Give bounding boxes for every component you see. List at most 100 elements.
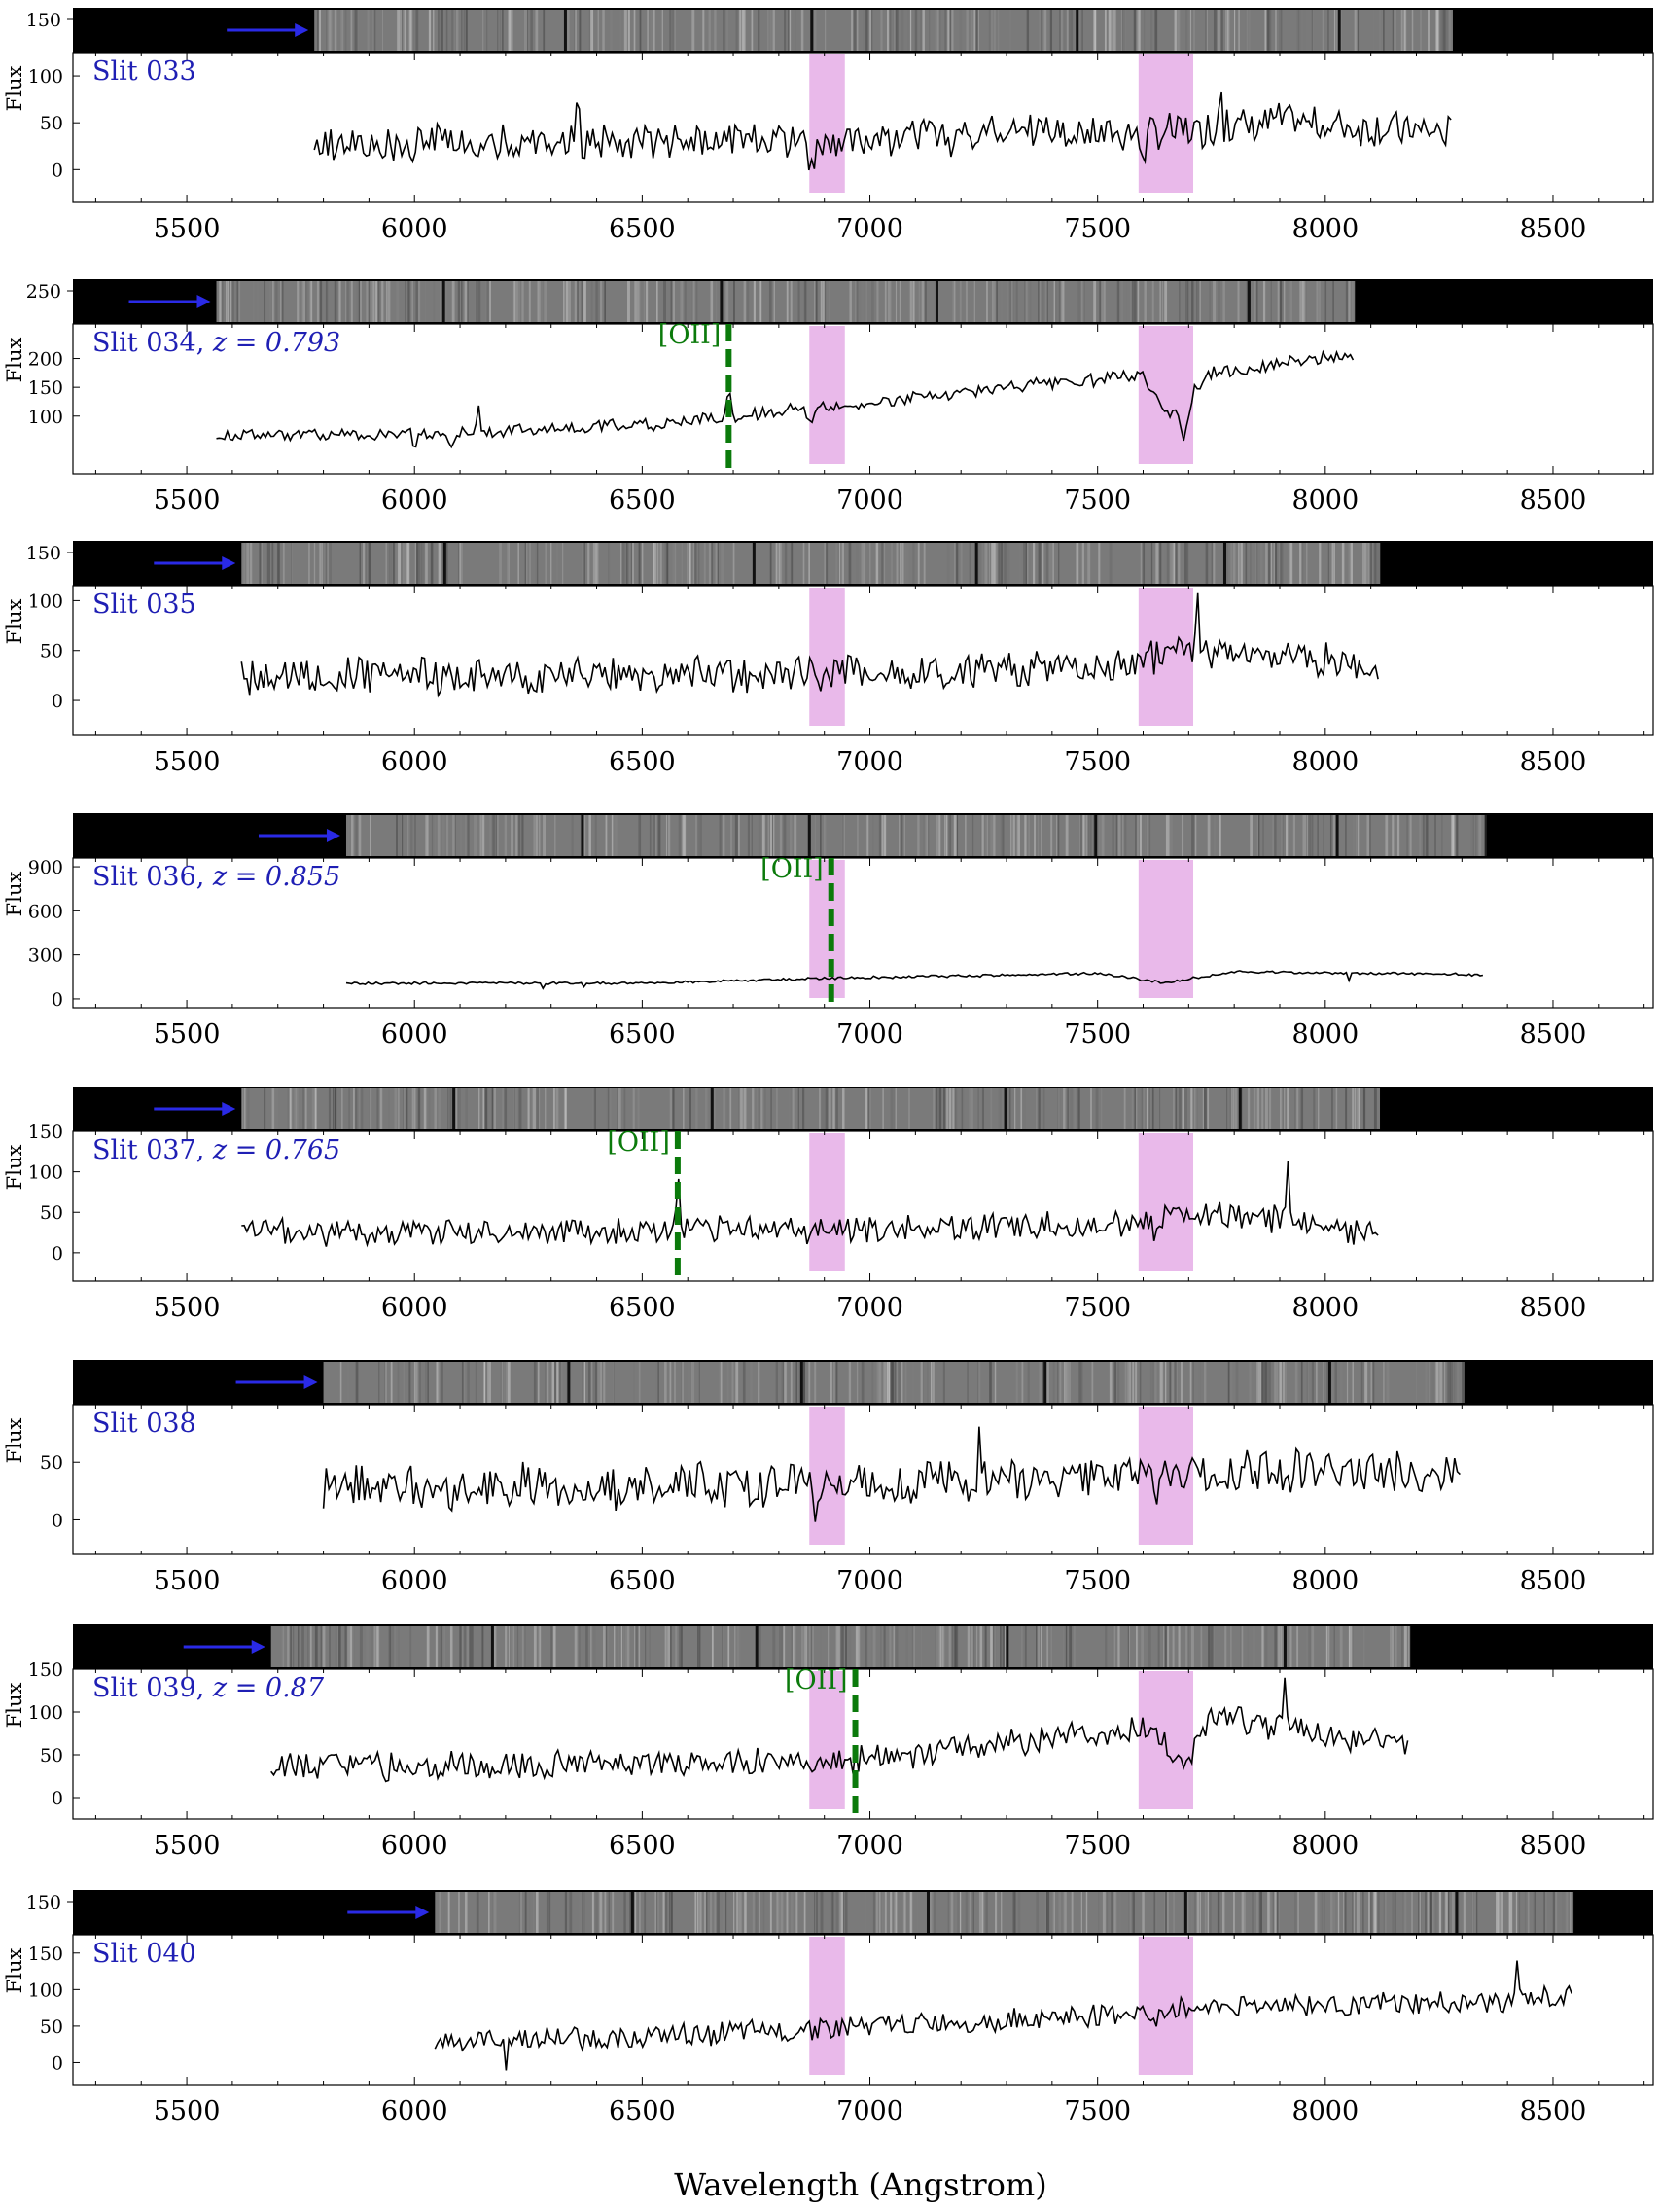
strip-texture — [1257, 1362, 1260, 1403]
strip-texture — [790, 1362, 793, 1403]
strip-texture — [789, 815, 793, 856]
strip-texture — [535, 815, 539, 856]
strip-texture — [593, 1088, 596, 1129]
strip-texture — [1288, 543, 1291, 584]
strip-texture — [826, 1088, 828, 1129]
strip-texture — [1254, 543, 1257, 584]
strip-texture — [1199, 1892, 1201, 1933]
strip-texture — [1282, 1088, 1286, 1129]
slit-label-text: Slit 037, — [92, 1135, 213, 1165]
strip-texture — [861, 1362, 865, 1403]
strip-texture — [1081, 281, 1083, 322]
ytick-label: 100 — [28, 66, 63, 88]
strip-texture — [1164, 1626, 1168, 1667]
xtick-label: 7000 — [836, 2096, 903, 2126]
strip-texture — [781, 1626, 784, 1667]
strip-texture — [522, 1626, 524, 1667]
strip-texture — [353, 1088, 356, 1129]
strip-texture — [696, 1892, 699, 1933]
strip-texture — [669, 1088, 673, 1129]
xtick-label: 8000 — [1291, 1566, 1359, 1596]
strip-texture — [1049, 10, 1053, 51]
strip-texture — [404, 543, 406, 584]
strip-texture — [624, 10, 628, 51]
strip-texture — [1235, 1362, 1239, 1403]
strip-texture — [1280, 543, 1282, 584]
strip-defect — [1183, 1892, 1187, 1933]
strip-texture — [1250, 543, 1252, 584]
strip-texture — [644, 1892, 647, 1933]
strip-texture — [368, 281, 371, 322]
strip-texture — [886, 1362, 888, 1403]
strip-texture — [933, 1088, 936, 1129]
strip-texture — [611, 815, 614, 856]
strip-texture — [1064, 1892, 1067, 1933]
strip-texture — [388, 1088, 390, 1129]
strip-texture — [592, 543, 595, 584]
strip-texture — [1101, 815, 1105, 856]
strip-texture — [841, 543, 844, 584]
strip-texture — [530, 10, 533, 51]
strip-texture — [1562, 1892, 1565, 1933]
strip-texture — [584, 815, 588, 856]
strip-texture — [762, 1892, 765, 1933]
xtick-label: 6500 — [609, 2096, 676, 2126]
strip-texture — [493, 1626, 495, 1667]
strip-texture — [377, 281, 380, 322]
strip-texture — [1498, 1892, 1501, 1933]
strip-texture — [1182, 1088, 1184, 1129]
strip-texture — [316, 10, 320, 51]
strip-texture — [869, 10, 873, 51]
strip-texture — [533, 1626, 537, 1667]
strip-texture — [276, 543, 280, 584]
strip-texture — [1369, 815, 1371, 856]
strip-texture — [1294, 1088, 1296, 1129]
strip-texture — [1042, 1362, 1045, 1403]
strip-texture — [1036, 1892, 1039, 1933]
strip-texture — [1282, 1626, 1285, 1667]
strip-texture — [243, 1088, 246, 1129]
strip-texture — [1043, 10, 1047, 51]
strip-texture — [984, 543, 988, 584]
strip-texture — [533, 1892, 535, 1933]
strip-texture — [481, 1626, 484, 1667]
strip-texture — [734, 815, 738, 856]
strip-texture — [948, 1626, 952, 1667]
strip-texture — [657, 1362, 659, 1403]
strip-texture — [459, 815, 462, 856]
strip-texture — [406, 543, 409, 584]
strip-texture — [895, 1626, 899, 1667]
strip-texture — [450, 1088, 453, 1129]
strip-texture — [887, 281, 891, 322]
strip-texture — [414, 543, 416, 584]
strip-texture — [1056, 815, 1058, 856]
strip-texture — [1105, 1626, 1107, 1667]
strip-texture — [441, 1362, 443, 1403]
xtick-label: 7000 — [836, 485, 903, 516]
strip-texture — [1257, 815, 1260, 856]
strip-texture — [549, 1892, 551, 1933]
strip-texture — [1095, 1088, 1099, 1129]
strip-texture — [417, 1088, 421, 1129]
strip-texture — [625, 543, 629, 584]
strip-texture — [1133, 1088, 1137, 1129]
strip-texture — [569, 281, 571, 322]
strip-texture — [891, 1362, 895, 1403]
xtick-label: 8000 — [1291, 214, 1359, 244]
ytick-label: 200 — [28, 349, 63, 371]
strip-texture — [1250, 815, 1254, 856]
strip-texture — [1256, 1088, 1260, 1129]
strip-texture — [425, 1362, 427, 1403]
strip-texture — [1045, 281, 1048, 322]
strip-texture — [396, 815, 398, 856]
strip-texture — [590, 1626, 592, 1667]
telluric-absorption-band — [809, 326, 845, 464]
strip-texture — [1039, 10, 1042, 51]
strip-texture — [855, 1626, 859, 1667]
strip-texture — [1299, 281, 1302, 322]
strip-texture — [1230, 1626, 1232, 1667]
strip-texture — [883, 815, 886, 856]
strip-texture — [614, 1626, 616, 1667]
